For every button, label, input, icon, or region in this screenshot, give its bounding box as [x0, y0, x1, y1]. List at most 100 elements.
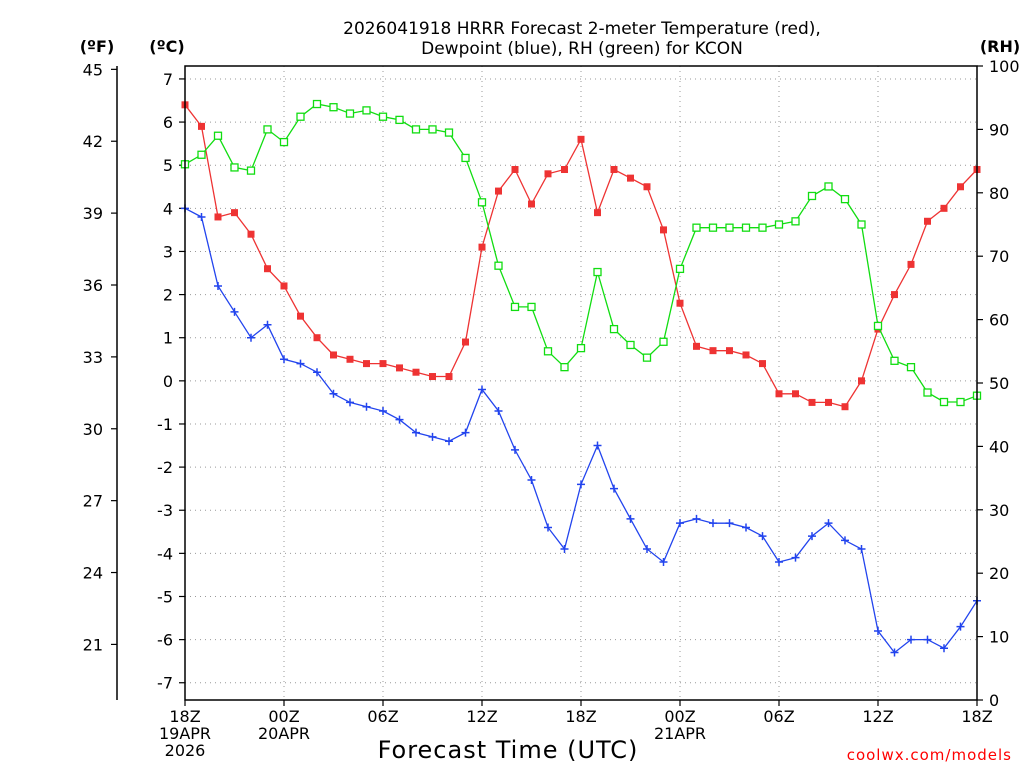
rh-tick-label: 20	[989, 564, 1009, 583]
rh-tick-label: 70	[989, 247, 1009, 266]
dewpoint-point	[692, 514, 701, 523]
dewpoint-point	[214, 281, 222, 290]
temperature-point	[247, 230, 255, 238]
celsius-tick-label: -3	[157, 501, 173, 520]
temperature-point	[313, 334, 321, 342]
time-tick-label: 06Z	[367, 707, 398, 726]
dewpoint-point	[296, 359, 305, 368]
time-tick-label: 21APR	[654, 724, 706, 743]
fahrenheit-tick-label: 21	[83, 635, 103, 654]
celsius-tick-label: 7	[163, 70, 173, 89]
dewpoint-series	[181, 204, 981, 657]
x-axis-title: Forecast Time (UTC)	[378, 736, 639, 764]
rh-point	[378, 112, 388, 121]
dewpoint-point	[379, 407, 387, 416]
title-line-1: 2026041918 HRRR Forecast 2-meter Tempera…	[343, 19, 821, 39]
dewpoint-point	[824, 519, 833, 528]
rh-point	[906, 362, 916, 372]
dewpoint-point	[197, 212, 206, 221]
time-tick-label: 19APR	[159, 724, 211, 743]
dewpoint-point	[428, 432, 437, 441]
rh-point	[576, 343, 586, 353]
rh-point	[873, 321, 883, 331]
rh-point	[692, 223, 701, 232]
dewpoint-point	[395, 415, 404, 424]
dewpoint-point	[775, 557, 783, 566]
rh-point	[758, 223, 767, 232]
temperature-point	[379, 360, 387, 368]
rh-point	[791, 217, 800, 226]
temperature-point	[841, 403, 849, 411]
dewpoint-point	[263, 320, 272, 329]
rh-tick-label: 30	[989, 501, 1009, 520]
temperature-point	[445, 373, 453, 381]
grid-lines	[185, 66, 977, 700]
dewpoint-point	[560, 545, 569, 554]
rh-point	[840, 194, 850, 204]
rh-tick-label: 60	[989, 311, 1009, 330]
temperature-point	[231, 209, 238, 217]
dewpoint-point	[857, 545, 866, 554]
temperature-point	[709, 347, 717, 355]
rh-point	[230, 163, 239, 172]
rh-point	[477, 198, 487, 207]
celsius-tick-label: 5	[163, 156, 173, 175]
dewpoint-point	[577, 480, 585, 489]
temperature-point	[759, 360, 766, 368]
celsius-tick-label: -7	[157, 674, 173, 693]
dewpoint-point	[313, 368, 321, 377]
celsius-tick-label: 2	[163, 286, 173, 305]
rh-point	[395, 115, 404, 125]
temperature-series	[181, 101, 981, 411]
celsius-tick-label: -2	[157, 458, 173, 477]
dewpoint-point	[758, 532, 767, 541]
rh-point	[609, 324, 619, 334]
dewpoint-point	[709, 519, 717, 528]
celsius-tick-label: 0	[163, 372, 173, 391]
time-tick-label: 12Z	[862, 707, 893, 726]
chart-title: 2026041918 HRRR Forecast 2-meter Tempera…	[343, 19, 821, 59]
dewpoint-point	[659, 557, 668, 566]
rh-point	[708, 223, 718, 232]
celsius-tick-label: -6	[157, 631, 173, 650]
fahrenheit-tick-label: 33	[83, 348, 103, 367]
temperature-point	[346, 355, 354, 363]
time-tick-label: 2026	[165, 741, 206, 760]
rh-point	[675, 264, 685, 274]
temperature-point	[297, 312, 304, 320]
temperature-point	[775, 390, 783, 398]
rh-point	[939, 397, 949, 407]
rh-point	[857, 220, 866, 229]
dewpoint-point	[725, 519, 734, 528]
rh-point	[774, 220, 784, 229]
dewpoint-point	[676, 519, 684, 528]
temperature-point	[198, 122, 205, 130]
rh-point	[593, 267, 602, 277]
time-tick-label: 12Z	[466, 707, 497, 726]
rh-point	[824, 182, 833, 191]
temperature-point	[808, 398, 816, 406]
celsius-tick-label: -1	[157, 415, 173, 434]
rh-point	[956, 397, 965, 407]
dewpoint-point	[956, 622, 965, 631]
fahrenheit-unit-label: (ºF)	[80, 37, 115, 56]
dewpoint-point	[874, 626, 882, 635]
rh-point	[296, 112, 305, 121]
rh-point	[741, 223, 751, 232]
dewpoint-point	[791, 553, 800, 562]
rh-point	[510, 302, 520, 312]
rh-tick-label: 100	[989, 57, 1020, 76]
dewpoint-point	[280, 355, 288, 364]
dewpoint-point	[890, 648, 899, 657]
temperature-point	[264, 265, 271, 273]
temperature-point	[429, 373, 436, 381]
dewpoint-point	[593, 441, 602, 450]
fahrenheit-axis: 21 24 27 30 33 36 39 42 45	[83, 60, 118, 700]
celsius-tick-label: -5	[157, 587, 173, 606]
fahrenheit-tick-label: 36	[83, 276, 103, 295]
dewpoint-point	[907, 635, 915, 644]
temperature-point	[214, 213, 222, 221]
rh-line	[184, 103, 978, 403]
